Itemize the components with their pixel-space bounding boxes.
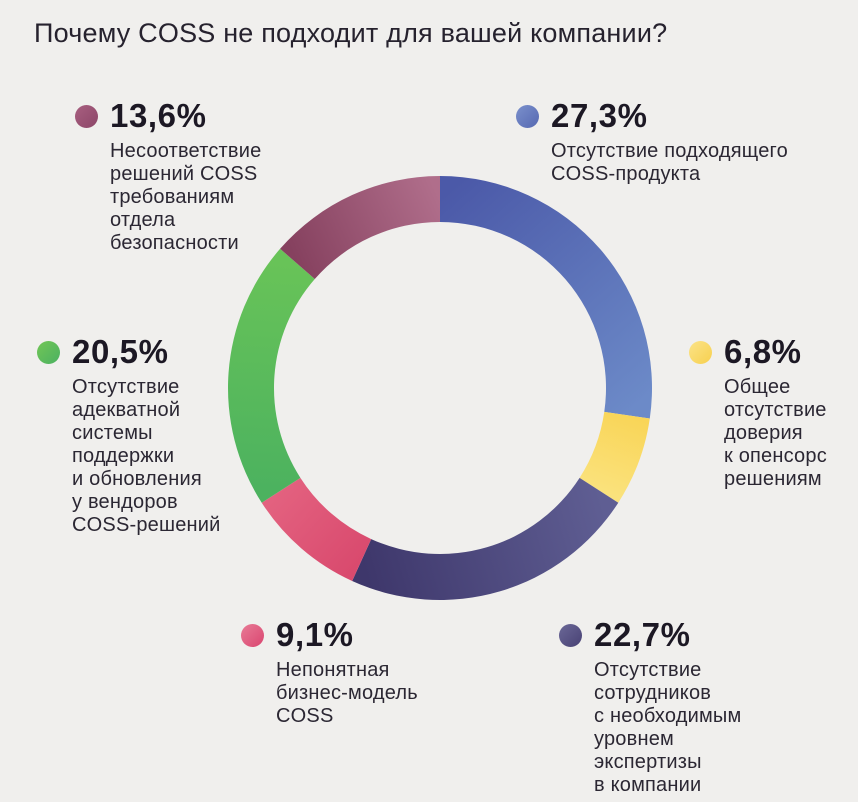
legend-dot-no-support-system: [37, 340, 60, 364]
segment-label-security-mismatch: Несоответствие решений COSS требованиям …: [110, 140, 262, 254]
callout-no-expertise: 22,7% Отсутствие сотрудников с необходимы…: [559, 616, 742, 797]
donut-segment-distrust-opensource: [579, 411, 650, 503]
segment-label-no-expertise: Отсутствие сотрудников с необходимым уро…: [594, 659, 742, 796]
callout-head-security-mismatch: 13,6%: [75, 97, 261, 134]
legend-dot-unclear-business-model: [241, 623, 264, 647]
percent-value-unclear-business-model: 9,1%: [276, 616, 354, 653]
percent-value-no-expertise: 22,7%: [594, 616, 691, 653]
callout-head-distrust-opensource: 6,8%: [689, 333, 827, 370]
callout-unclear-business-model: 9,1% Непонятная бизнес-модель COSS: [241, 616, 418, 728]
legend-dot-distrust-opensource: [689, 340, 712, 364]
segment-label-no-suitable-product: Отсутствие подходящего COSS-продукта: [551, 140, 788, 185]
percent-value-no-suitable-product: 27,3%: [551, 97, 648, 134]
donut-segment-no-support-system: [227, 248, 315, 503]
callout-security-mismatch: 13,6% Несоответствие решений COSS требова…: [75, 97, 262, 255]
segment-label-no-support-system: Отсутствие адекватной системы поддержки …: [72, 376, 221, 536]
callout-head-no-expertise: 22,7%: [559, 616, 741, 653]
donut-segment-unclear-business-model: [261, 477, 372, 581]
callout-head-unclear-business-model: 9,1%: [241, 616, 418, 653]
legend-dot-no-expertise: [559, 623, 582, 647]
donut-segment-no-expertise: [352, 477, 619, 600]
donut-segment-security-mismatch: [280, 176, 440, 280]
callout-no-support-system: 20,5% Отсутствие адекватной системы подде…: [37, 333, 221, 537]
legend-dot-security-mismatch: [75, 104, 98, 128]
segment-label-unclear-business-model: Непонятная бизнес-модель COSS: [276, 659, 418, 727]
callout-head-no-support-system: 20,5%: [37, 333, 221, 370]
legend-dot-no-suitable-product: [516, 104, 539, 128]
donut-segment-no-suitable-product: [440, 176, 652, 419]
chart-title: Почему COSS не подходит для вашей компан…: [34, 18, 668, 48]
callout-no-suitable-product: 27,3% Отсутствие подходящего COSS-продукт…: [516, 97, 788, 186]
percent-value-no-support-system: 20,5%: [72, 333, 169, 370]
segment-label-distrust-opensource: Общее отсутствие доверия к опенсорс реше…: [724, 376, 827, 490]
callout-distrust-opensource: 6,8% Общее отсутствие доверия к опенсорс …: [689, 333, 827, 491]
percent-value-security-mismatch: 13,6%: [110, 97, 207, 134]
percent-value-distrust-opensource: 6,8%: [724, 333, 802, 370]
callout-head-no-suitable-product: 27,3%: [516, 97, 788, 134]
